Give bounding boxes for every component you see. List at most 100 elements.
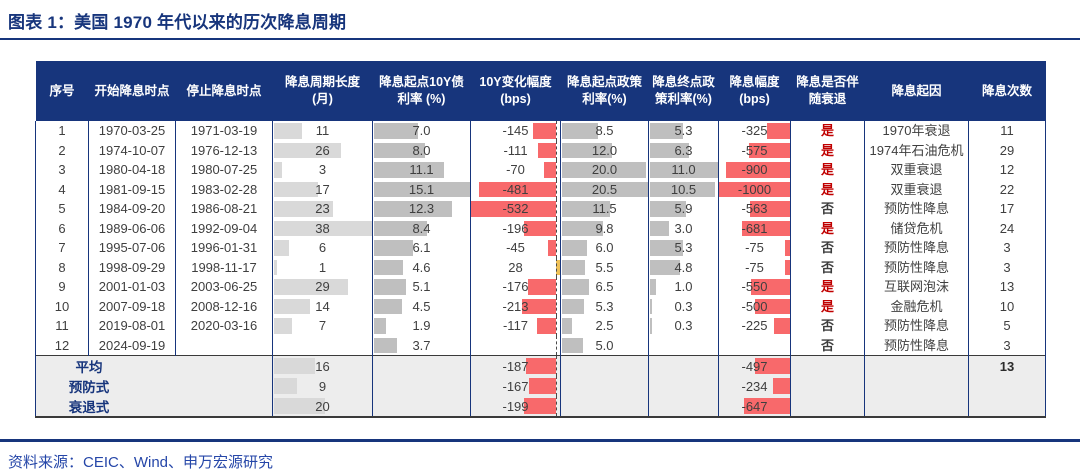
cell-pol_start: 6.5 bbox=[560, 277, 649, 297]
cell-start: 1998-09-29 bbox=[88, 257, 176, 277]
cell-content: -111 bbox=[471, 140, 560, 160]
cell-start: 2024-09-19 bbox=[88, 335, 176, 356]
cell-content: -75 bbox=[719, 238, 790, 258]
summary-label: 衰退式 bbox=[68, 400, 110, 415]
cell-count bbox=[968, 396, 1046, 418]
cell-value: 5.5 bbox=[595, 259, 614, 275]
cell-value: 22 bbox=[999, 181, 1015, 197]
cell-value: 28 bbox=[508, 259, 523, 275]
cell-value: 1970-03-25 bbox=[98, 123, 166, 139]
pol_start-bar bbox=[562, 181, 648, 197]
cell-value: 1 bbox=[318, 259, 327, 275]
cell-content: 20.5 bbox=[561, 180, 648, 200]
cell-value: 1974年石油危机 bbox=[869, 142, 964, 158]
cell-start: 1984-09-20 bbox=[88, 199, 176, 219]
cell-value: -681 bbox=[741, 220, 768, 236]
cell-content: 12 bbox=[36, 336, 88, 356]
months-bar bbox=[274, 318, 292, 334]
cell-value: 12 bbox=[999, 162, 1015, 178]
cell-value: 17 bbox=[315, 181, 330, 197]
cell-content bbox=[649, 336, 718, 356]
cell-value: -225 bbox=[741, 318, 768, 334]
cell-content: 5.1 bbox=[373, 277, 470, 297]
cell-value: -481 bbox=[502, 181, 529, 197]
months-bar bbox=[274, 220, 372, 236]
cell-cause bbox=[864, 355, 969, 376]
cell-start: 1981-09-15 bbox=[88, 179, 176, 199]
cell-value: 4 bbox=[58, 181, 66, 197]
cell-cut_bps: -550 bbox=[718, 277, 791, 297]
databar-axis bbox=[555, 218, 557, 238]
cell-y10_chg: -532 bbox=[470, 199, 561, 219]
cell-value: 29 bbox=[999, 142, 1015, 158]
cell-value: 6 bbox=[318, 240, 327, 256]
cell-content: -70 bbox=[471, 160, 560, 180]
cut_bps-bar bbox=[784, 240, 790, 256]
cell-y10_start: 3.7 bbox=[372, 335, 471, 356]
cell-start: 2019-08-01 bbox=[88, 316, 176, 336]
y10_start-bar bbox=[374, 162, 445, 178]
table-summary: 平均 16 -187 -497 13 预防式 9 -167 -234 衰退式 20 -199 -647 bbox=[35, 355, 1046, 418]
databar-axis bbox=[555, 335, 557, 355]
cell-content: -234 bbox=[719, 376, 790, 396]
column-header-cause: 降息起因 bbox=[864, 61, 969, 121]
cell-content: 7 bbox=[273, 316, 372, 336]
table-row: 3 1980-04-18 1980-07-25 3 11.1 -70 20.0 11.0 -90… bbox=[35, 160, 1046, 180]
cell-value: 24 bbox=[999, 220, 1015, 236]
cell-no: 8 bbox=[35, 257, 89, 277]
column-header-pol_start: 降息起点政策 利率(%) bbox=[560, 61, 649, 121]
cell-content: 9.8 bbox=[561, 219, 648, 239]
cell-value: 11 bbox=[55, 318, 69, 334]
cell-content bbox=[176, 336, 272, 356]
cell-value: 13 bbox=[999, 279, 1015, 295]
cell-end: 1992-09-04 bbox=[175, 218, 273, 238]
cell-content: 9 bbox=[273, 376, 372, 396]
cell-content: 1983-02-28 bbox=[176, 180, 272, 200]
cell-content: 2 bbox=[36, 141, 88, 161]
cut_bps-bar bbox=[749, 142, 790, 158]
cell-value: 3 bbox=[318, 162, 327, 178]
cell-value: -196 bbox=[502, 220, 529, 236]
cell-value: 是 bbox=[820, 162, 834, 178]
cell-value: 2024-09-19 bbox=[98, 337, 166, 353]
cell-content: 互联网泡沫 bbox=[865, 277, 968, 297]
cell-content: 23 bbox=[273, 199, 372, 219]
summary-label: 预防式 bbox=[68, 380, 110, 395]
cell-cut_bps: -563 bbox=[718, 199, 791, 219]
y10_chg-bar bbox=[548, 240, 556, 256]
cell-pol_start: 5.3 bbox=[560, 296, 649, 316]
cell-months: 1 bbox=[272, 257, 373, 277]
cell-cut_bps: -500 bbox=[718, 296, 791, 316]
cell-months: 11 bbox=[272, 121, 373, 141]
cell-cut_bps: -681 bbox=[718, 218, 791, 238]
cell-value: 7.0 bbox=[412, 123, 431, 139]
cell-content: 5.5 bbox=[561, 258, 648, 278]
title-underline bbox=[0, 38, 1080, 40]
cell-content: 预防性降息 bbox=[865, 258, 968, 278]
cell-value: 5 bbox=[1003, 318, 1011, 334]
pol_end-bar bbox=[650, 259, 680, 275]
y10_start-bar bbox=[374, 259, 404, 275]
cell-value: 6.3 bbox=[674, 142, 693, 158]
cell-count: 3 bbox=[968, 335, 1046, 356]
cell-cause: 预防性降息 bbox=[864, 199, 969, 219]
cell-cut_bps: -1000 bbox=[718, 179, 791, 199]
cell-content: 11 bbox=[273, 121, 372, 141]
cell-count: 11 bbox=[968, 121, 1046, 141]
cell-value: 4.5 bbox=[412, 298, 431, 314]
cell-y10_start: 1.9 bbox=[372, 316, 471, 336]
databar-axis bbox=[555, 238, 557, 258]
cell-pol_end bbox=[648, 396, 719, 418]
cell-start: 1989-06-06 bbox=[88, 218, 176, 238]
cell-y10_start: 7.0 bbox=[372, 121, 471, 141]
cut_bps-bar bbox=[773, 378, 790, 394]
cell-content: 2001-01-03 bbox=[89, 277, 175, 297]
cell-no: 12 bbox=[35, 335, 89, 356]
figure-title: 图表 1：美国 1970 年代以来的历次降息周期 bbox=[8, 13, 347, 32]
cell-content: -225 bbox=[719, 316, 790, 336]
cell-y10_chg: -167 bbox=[470, 376, 561, 396]
cell-value: 0.3 bbox=[674, 298, 693, 314]
cut_bps-bar bbox=[750, 201, 790, 217]
pol_end-bar bbox=[650, 142, 689, 158]
